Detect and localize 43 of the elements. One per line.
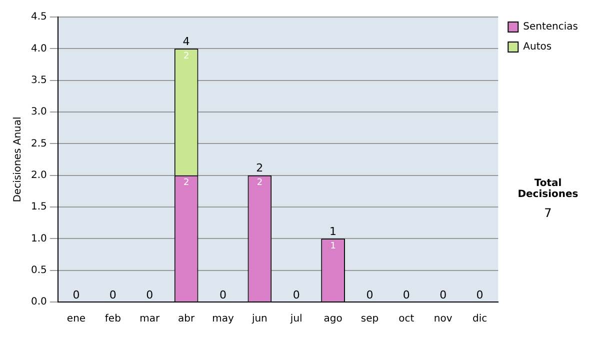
total-label: 1	[330, 225, 337, 238]
x-tick-label: ago	[324, 314, 342, 325]
x-tick-label: jun	[250, 314, 268, 325]
x-tick-label: sep	[360, 314, 379, 325]
total-label: 4	[182, 35, 190, 48]
data-label: 2	[183, 178, 190, 188]
x-tick-label: dic	[472, 314, 488, 325]
legend-label: Autos	[523, 42, 552, 53]
total-label: 0	[146, 288, 154, 302]
total-label: 0	[292, 288, 300, 302]
x-tick-label: ene	[66, 314, 86, 325]
y-tick-label: 0.0	[30, 296, 47, 308]
y-tick-label: 3.5	[30, 74, 47, 86]
y-tick-label: 4.5	[30, 12, 47, 23]
total-label: 0	[109, 288, 116, 302]
legend-label: Sentencias	[523, 22, 578, 33]
y-tick-label: 2.5	[30, 138, 47, 150]
x-tick-label: nov	[434, 314, 452, 325]
y-tick-label: 3.0	[30, 106, 47, 118]
y-tick-label: 1.0	[30, 233, 47, 244]
y-tick-label: 2.0	[30, 170, 47, 181]
total-label: 0	[219, 288, 226, 302]
x-tick-label: oct	[398, 314, 414, 325]
total-label: 0	[476, 288, 484, 302]
x-tick-label: may	[212, 314, 234, 325]
total-label: 0	[440, 288, 447, 302]
x-tick-label: mar	[140, 314, 160, 325]
total-label: 0	[402, 288, 410, 302]
x-tick-label: abr	[178, 314, 196, 325]
total-label: 0	[72, 288, 80, 302]
x-tick-label: feb	[104, 314, 121, 325]
y-tick-label: 4.0	[30, 43, 47, 54]
data-label: 2	[256, 178, 263, 188]
y-axis-title: Decisiones Anual	[12, 116, 24, 202]
y-tick-label: 1.5	[30, 202, 47, 213]
x-tick-label: jul	[289, 314, 302, 325]
text: 7	[543, 206, 553, 220]
y-tick-label: 0.5	[30, 264, 47, 276]
text: Total Decisiones	[516, 178, 580, 200]
total-label: 2	[256, 162, 264, 175]
total-label: 0	[366, 288, 374, 302]
data-label: 1	[330, 242, 336, 252]
data-label: 2	[183, 52, 190, 62]
